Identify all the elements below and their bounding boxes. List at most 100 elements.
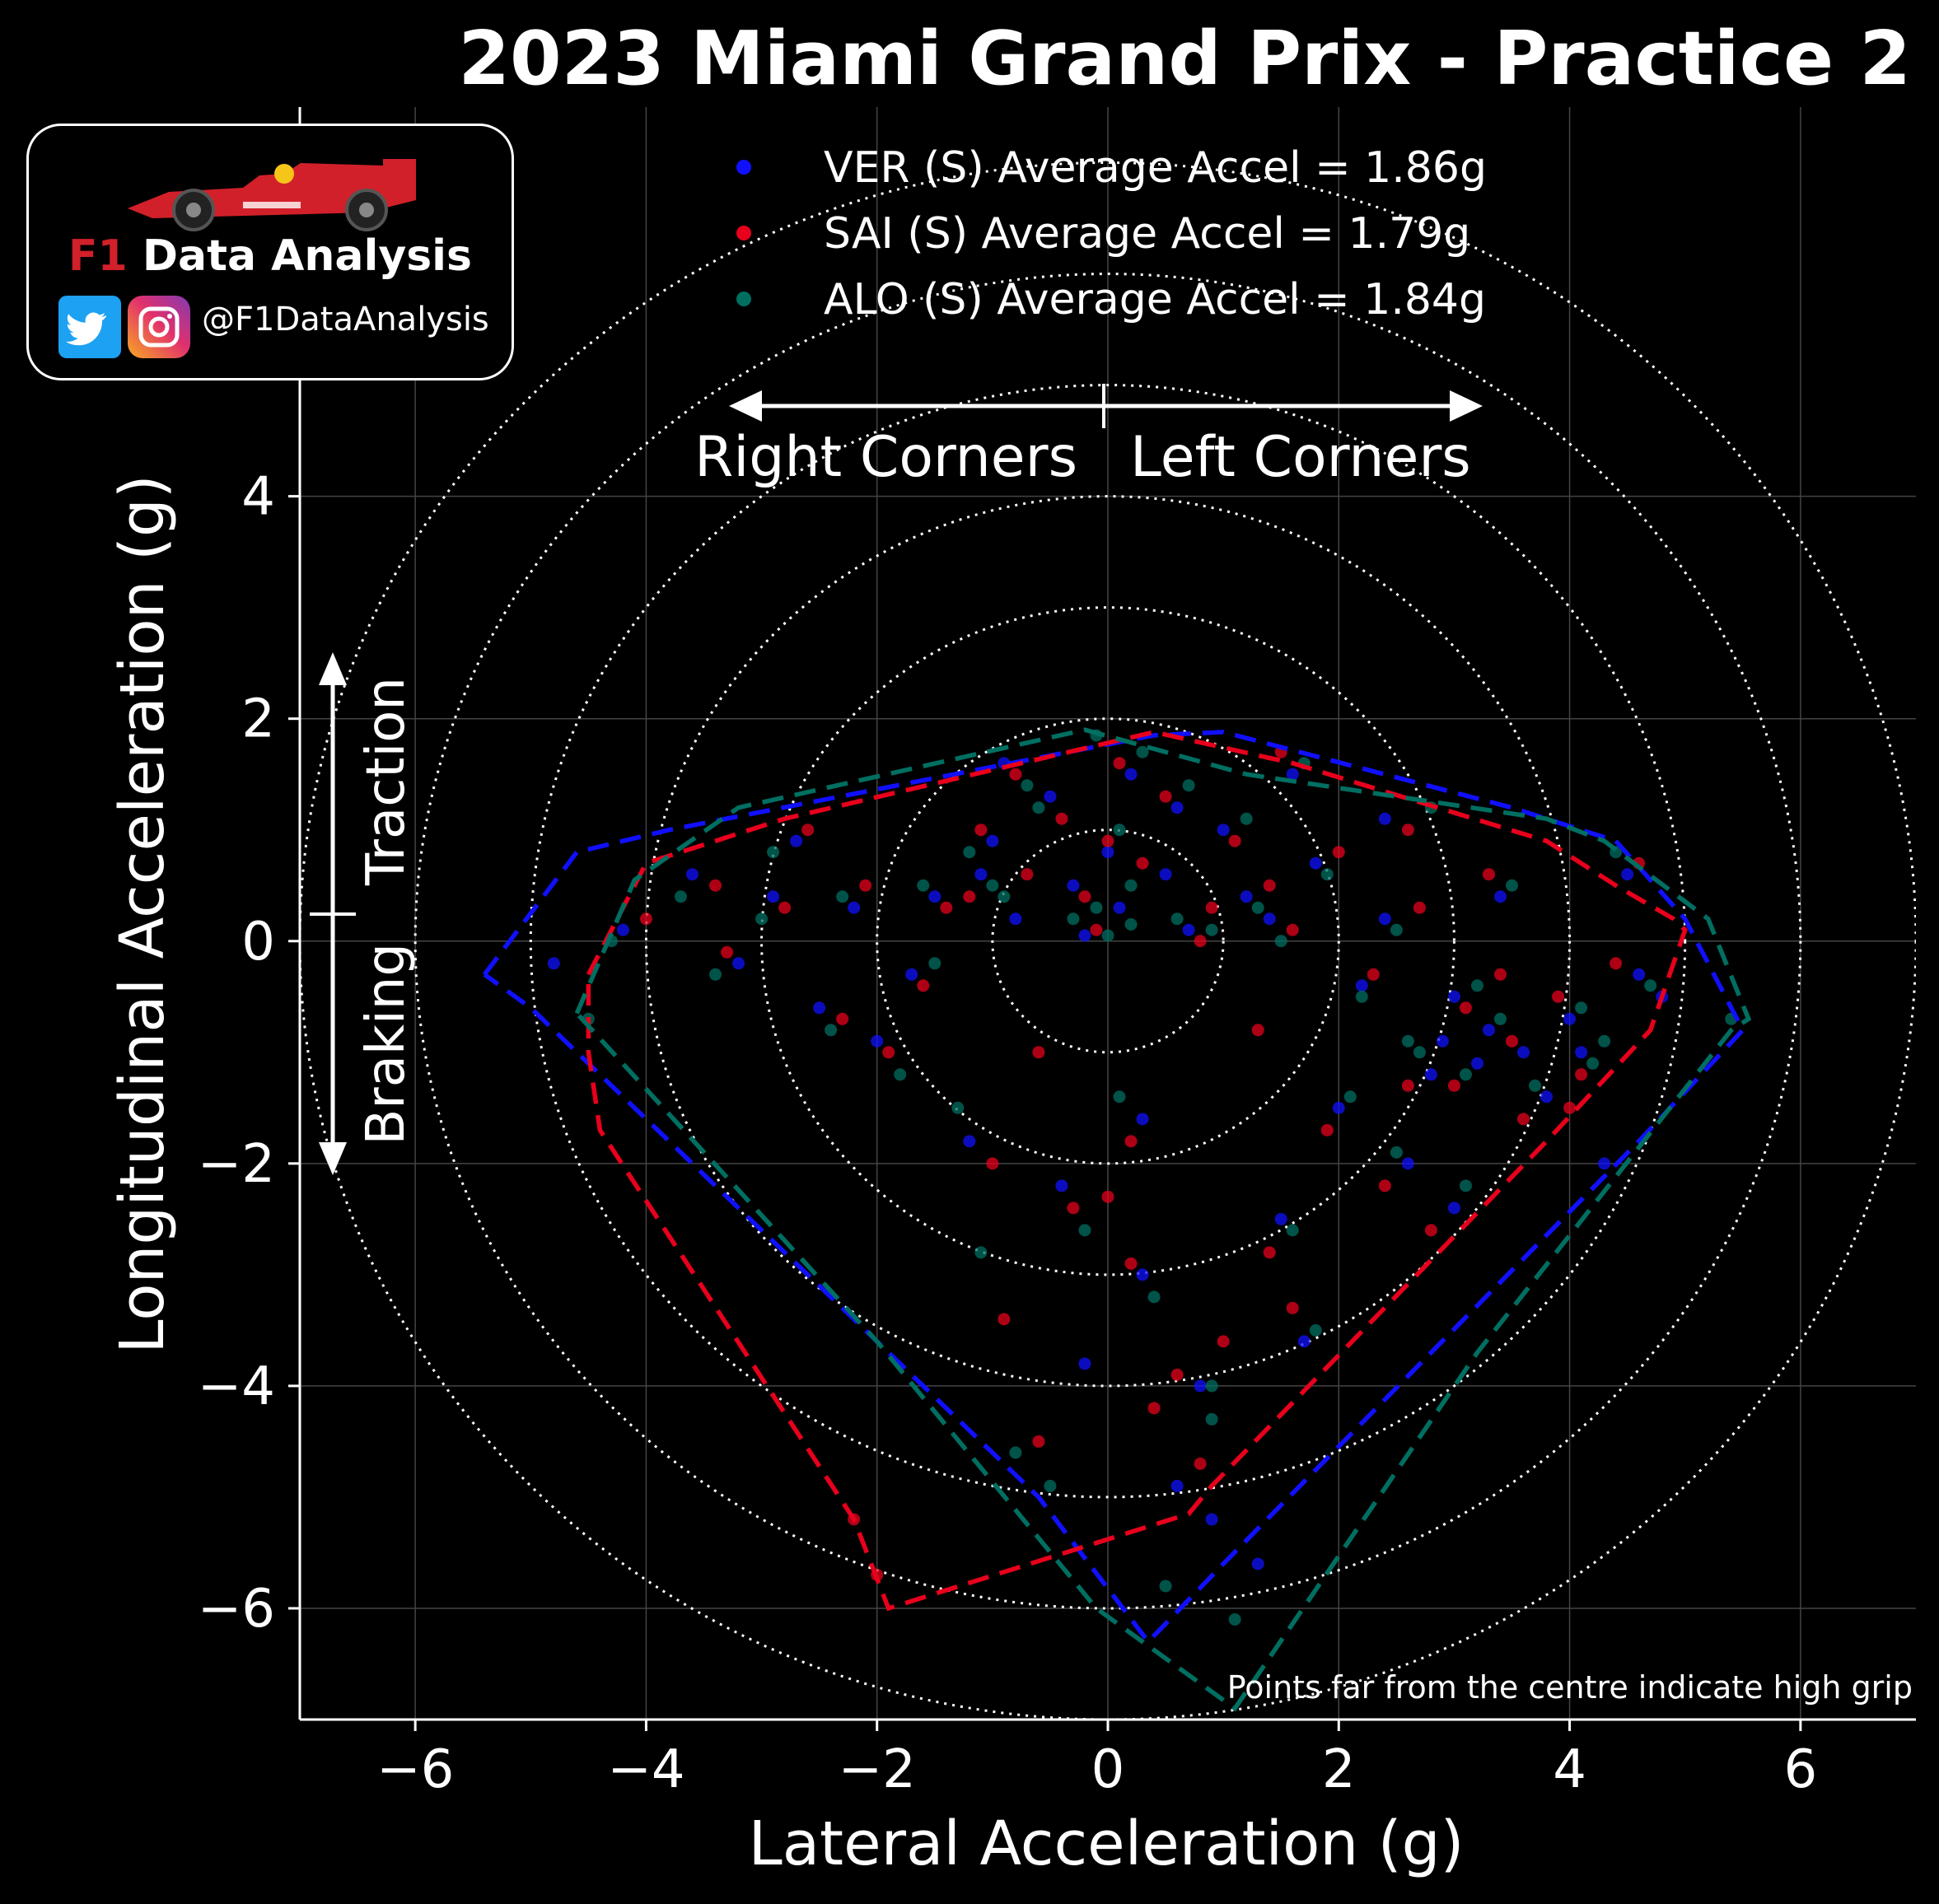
legend-label: VER (S) Average Accel = 1.86g bbox=[824, 143, 1487, 193]
data-point bbox=[998, 1313, 1011, 1326]
data-point bbox=[1251, 1557, 1264, 1570]
data-point bbox=[1506, 879, 1518, 892]
reference-circle bbox=[760, 606, 1455, 1276]
data-point bbox=[674, 890, 687, 903]
data-point bbox=[1633, 968, 1646, 981]
data-point bbox=[1482, 868, 1495, 881]
x-tick-label: −2 bbox=[839, 1739, 916, 1800]
data-point bbox=[1447, 1202, 1460, 1215]
data-point bbox=[1540, 1090, 1554, 1104]
data-point bbox=[963, 1135, 976, 1148]
right-corners-label: Right Corners bbox=[694, 425, 1077, 490]
data-point bbox=[1436, 1034, 1449, 1048]
data-point bbox=[685, 868, 699, 881]
data-point bbox=[1113, 824, 1126, 837]
data-point bbox=[709, 968, 722, 981]
data-point bbox=[1575, 1046, 1588, 1059]
data-point bbox=[1309, 856, 1322, 870]
data-point bbox=[1263, 1246, 1276, 1259]
data-point bbox=[1205, 1412, 1218, 1426]
data-point bbox=[767, 890, 780, 903]
y-tick-label: 2 bbox=[241, 689, 275, 750]
data-point bbox=[1390, 1146, 1403, 1159]
data-point bbox=[1159, 868, 1172, 881]
data-point bbox=[1286, 1224, 1299, 1237]
data-point bbox=[928, 957, 941, 970]
data-point bbox=[1506, 1034, 1518, 1048]
data-point bbox=[1401, 824, 1414, 837]
hull-lines bbox=[483, 727, 1752, 1712]
data-point bbox=[1147, 1290, 1161, 1304]
data-point bbox=[1493, 968, 1507, 981]
reference-circles bbox=[300, 161, 1916, 1720]
reference-circle bbox=[644, 495, 1572, 1388]
data-point bbox=[1378, 812, 1391, 825]
data-point bbox=[1101, 834, 1114, 847]
data-point bbox=[1470, 979, 1483, 992]
twitter-icon bbox=[58, 296, 121, 358]
data-point bbox=[1644, 979, 1657, 992]
x-axis-label: Lateral Acceleration (g) bbox=[748, 1808, 1464, 1879]
data-point bbox=[1263, 912, 1276, 926]
data-point bbox=[1021, 779, 1034, 792]
data-point bbox=[1136, 856, 1149, 870]
data-point bbox=[721, 945, 734, 959]
data-point bbox=[1136, 1113, 1149, 1126]
y-tick-label: −4 bbox=[198, 1356, 275, 1417]
data-point bbox=[709, 879, 722, 892]
data-point bbox=[917, 979, 930, 992]
traction-braking-arrow bbox=[310, 652, 356, 1175]
chart-title: 2023 Miami Grand Prix - Practice 2 bbox=[458, 16, 1911, 102]
data-point bbox=[1586, 1057, 1600, 1070]
legend-label: ALO (S) Average Accel = 1.84g bbox=[824, 275, 1486, 324]
data-point bbox=[1378, 1179, 1391, 1192]
data-point bbox=[986, 834, 999, 847]
data-point bbox=[1124, 1135, 1138, 1148]
data-point bbox=[1529, 1079, 1542, 1092]
data-point bbox=[1493, 1012, 1507, 1025]
data-point bbox=[1240, 890, 1253, 903]
data-point bbox=[1136, 745, 1149, 758]
data-point bbox=[1286, 923, 1299, 936]
data-point bbox=[963, 846, 976, 859]
data-point bbox=[790, 834, 803, 847]
data-point bbox=[894, 1068, 907, 1081]
data-point bbox=[1286, 768, 1299, 781]
legend-marker bbox=[736, 292, 751, 306]
data-point bbox=[1101, 1190, 1114, 1203]
data-point bbox=[859, 879, 872, 892]
y-tick-label: −2 bbox=[198, 1134, 275, 1195]
data-point bbox=[767, 846, 780, 859]
data-point bbox=[1205, 1513, 1218, 1526]
data-point bbox=[732, 957, 745, 970]
data-point bbox=[1124, 879, 1138, 892]
data-point bbox=[974, 868, 988, 881]
legend: VER (S) Average Accel = 1.86g SAI (S) Ave… bbox=[736, 143, 1487, 324]
data-point bbox=[1320, 868, 1334, 881]
data-point bbox=[1355, 979, 1368, 992]
data-point bbox=[1459, 1068, 1472, 1081]
data-point bbox=[1482, 1024, 1495, 1037]
data-point bbox=[905, 968, 918, 981]
footnote: Points far from the centre indicate high… bbox=[1227, 1669, 1913, 1706]
data-point bbox=[940, 901, 953, 914]
data-point bbox=[1078, 1357, 1091, 1370]
data-point bbox=[1621, 868, 1634, 881]
logo-f1: F1 bbox=[68, 231, 128, 281]
data-point bbox=[801, 824, 815, 837]
data-point bbox=[836, 1012, 849, 1025]
reference-circle bbox=[991, 828, 1225, 1054]
data-point bbox=[1332, 846, 1345, 859]
data-point bbox=[1032, 1435, 1045, 1448]
data-point bbox=[1610, 957, 1623, 970]
data-point bbox=[1459, 1001, 1472, 1015]
data-point bbox=[1575, 1068, 1588, 1081]
data-point bbox=[1205, 923, 1218, 936]
data-point bbox=[1447, 1079, 1460, 1092]
data-point bbox=[871, 1034, 884, 1048]
data-point bbox=[1217, 1335, 1230, 1348]
data-point bbox=[1044, 1479, 1057, 1492]
data-point bbox=[974, 1246, 988, 1259]
data-point bbox=[1090, 901, 1103, 914]
data-point bbox=[998, 890, 1011, 903]
